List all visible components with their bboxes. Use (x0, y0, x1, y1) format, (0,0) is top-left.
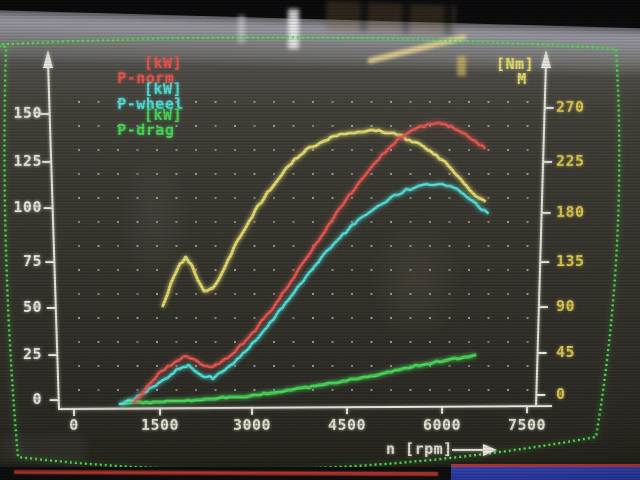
y-left-tick-label: 50 (22, 298, 42, 316)
y-right-tick-label: 225 (556, 152, 585, 170)
y-right-tick-label: 180 (556, 203, 585, 221)
light-reflection-streak (238, 15, 245, 43)
torque-axis-header: M [Nm] (460, 57, 534, 117)
light-reflection-streak (288, 9, 299, 49)
x-tick-label: 0 (69, 416, 79, 434)
y-right-tick-label: 270 (556, 98, 585, 116)
torque-symbol: M (517, 70, 527, 88)
legend-item-p-drag: P-drag [kW] (60, 108, 181, 168)
legend-label: P-drag (117, 121, 175, 139)
glass-smudge (368, 215, 463, 345)
y-right-tick-label: 45 (556, 343, 576, 361)
x-axis-title: n [rpm] (386, 440, 453, 458)
x-tick-label: 3000 (232, 416, 272, 434)
y-left-tick-label: 100 (13, 198, 42, 216)
x-tick-label: 1500 (140, 416, 180, 434)
legend-label: P-wheel (117, 95, 184, 113)
up-arrow-icon (43, 50, 53, 68)
curve-p-wheel (118, 182, 490, 406)
y-left-tick-label: 75 (22, 252, 42, 270)
x-tick-label: 7500 (507, 416, 547, 434)
torque-unit: [Nm] (496, 55, 535, 73)
right-arrow-icon (483, 444, 497, 456)
y-right-tick-label: 90 (556, 297, 576, 315)
grid-dots (78, 101, 529, 391)
y-left-tick-label: 150 (13, 104, 42, 122)
photo-blue-box (451, 464, 640, 480)
legend-unit: [kW] (144, 80, 183, 98)
y-left-tick-label: 25 (22, 345, 42, 363)
y-left-tick-label: 125 (13, 152, 42, 170)
y-right-tick-label: 0 (556, 385, 566, 403)
legend-unit: [kW] (144, 106, 183, 124)
curve-p-norm (133, 121, 487, 404)
up-arrow-icon (541, 50, 551, 68)
legend-item-p-wheel: P-wheel [kW] (60, 82, 183, 142)
curve-m (161, 128, 487, 308)
axes (40, 50, 554, 456)
x-tick-label: 4500 (327, 416, 367, 434)
curve-p-drag (120, 353, 477, 406)
y-left-tick-label: 0 (32, 390, 42, 408)
legend-item-p-norm: P-norm [kW] (60, 56, 181, 116)
x-tick-label: 6000 (422, 416, 462, 434)
legend-label: P-norm (117, 69, 175, 87)
glass-smudge (0, 436, 85, 464)
y-right-tick-label: 135 (556, 252, 585, 270)
legend-unit: [kW] (144, 54, 183, 72)
light-reflection-blob (457, 56, 466, 76)
